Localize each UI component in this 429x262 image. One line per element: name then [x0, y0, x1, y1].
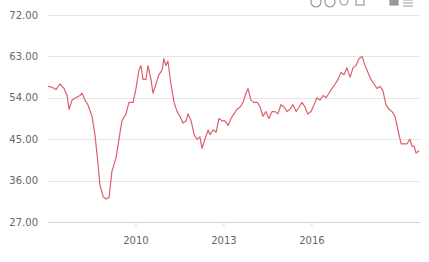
y-tick-label: 36.00	[9, 175, 38, 186]
x-tick-label: 2016	[299, 235, 324, 246]
grid-line	[48, 15, 421, 16]
pan-icon[interactable]	[356, 0, 364, 5]
x-tick	[311, 222, 312, 226]
y-tick-label: 63.00	[9, 51, 38, 62]
search-icon[interactable]	[340, 0, 348, 5]
y-tick-label: 27.00	[9, 217, 38, 228]
x-tick	[135, 222, 136, 226]
zoom-out-icon[interactable]	[325, 0, 335, 7]
toolbar[interactable]	[311, 0, 413, 7]
x-tick-label: 2013	[211, 235, 236, 246]
x-tick	[223, 222, 224, 226]
grid-line	[48, 181, 421, 182]
grid-line	[48, 56, 421, 57]
data-line	[48, 56, 419, 199]
x-tick-label: 2010	[123, 235, 148, 246]
y-tick-label: 54.00	[9, 92, 38, 103]
y-tick-label: 45.00	[9, 134, 38, 145]
y-tick-label: 72.00	[9, 10, 38, 21]
zoom-in-icon[interactable]	[311, 0, 321, 7]
chart: 27.00 36.00 45.00 54.00 63.00 72.00 2010 2013 20…	[0, 0, 429, 262]
x-axis-line	[48, 222, 421, 223]
menu-icon[interactable]	[403, 0, 413, 6]
plot-area	[48, 56, 419, 199]
home-icon[interactable]	[390, 0, 398, 5]
grid-line	[48, 222, 421, 223]
grid-line	[48, 139, 421, 140]
grid-line	[48, 98, 421, 99]
